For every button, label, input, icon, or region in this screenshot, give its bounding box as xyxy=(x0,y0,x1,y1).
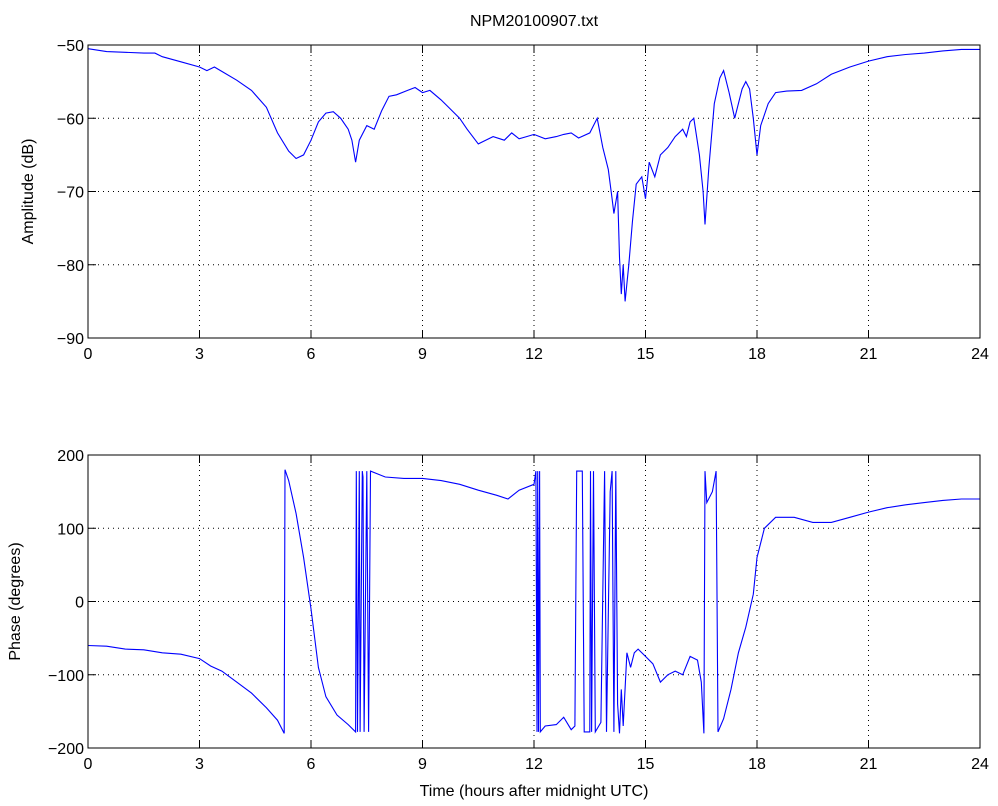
amplitude-x-tick-label: 15 xyxy=(637,346,655,363)
amplitude-x-tick-label: 0 xyxy=(84,346,93,363)
phase-series-line xyxy=(87,469,980,734)
amplitude-x-tick-label: 3 xyxy=(195,346,204,363)
phase-x-tick-label: 0 xyxy=(84,756,93,773)
amplitude-x-tick-label: 9 xyxy=(418,346,427,363)
phase-grid xyxy=(88,455,980,748)
phase-y-tick-label: −100 xyxy=(48,668,84,685)
amplitude-y-tick-label: −90 xyxy=(57,331,84,348)
phase-y-tick-label: 0 xyxy=(75,595,84,612)
phase-x-ticks: 0 3 6 9 12 15 18 21 24 xyxy=(84,455,989,773)
phase-x-axis-label: Time (hours after midnight UTC) xyxy=(420,783,649,800)
phase-x-tick-label: 3 xyxy=(195,756,204,773)
figure-title: NPM20100907.txt xyxy=(470,13,599,30)
amplitude-y-tick-label: −50 xyxy=(57,38,84,55)
amplitude-x-ticks: 0 3 6 9 12 15 18 21 24 xyxy=(84,45,989,363)
phase-x-tick-label: 18 xyxy=(748,756,766,773)
amplitude-y-tick-label: −70 xyxy=(57,185,84,202)
amplitude-series-line xyxy=(87,48,980,302)
amplitude-x-tick-label: 6 xyxy=(307,346,316,363)
phase-y-ticks: −200 −100 0 100 200 xyxy=(48,448,980,758)
amplitude-y-axis-label: Amplitude (dB) xyxy=(20,139,37,245)
amplitude-y-tick-label: −80 xyxy=(57,258,84,275)
amplitude-x-tick-label: 18 xyxy=(748,346,766,363)
phase-x-tick-label: 12 xyxy=(525,756,543,773)
phase-y-tick-label: 200 xyxy=(57,448,84,465)
amplitude-y-ticks: −90 −80 −70 −60 −50 xyxy=(57,38,980,348)
amplitude-grid xyxy=(88,45,980,338)
amplitude-x-tick-label: 12 xyxy=(525,346,543,363)
amplitude-axes-frame xyxy=(87,44,981,339)
phase-x-tick-label: 24 xyxy=(971,756,989,773)
amplitude-y-tick-label: −60 xyxy=(57,111,84,128)
phase-y-tick-label: −200 xyxy=(48,741,84,758)
phase-y-tick-label: 100 xyxy=(57,521,84,538)
phase-axes: 0 3 6 9 12 15 18 21 24 −200 −100 0 100 200 Phase (de… xyxy=(7,448,989,800)
amplitude-axes: 0 3 6 9 12 15 18 21 24 −90 −80 −70 −60 −50 Amplitude… xyxy=(20,38,989,363)
phase-x-tick-label: 9 xyxy=(418,756,427,773)
amplitude-x-tick-label: 21 xyxy=(860,346,878,363)
phase-y-axis-label: Phase (degrees) xyxy=(7,542,24,660)
phase-x-tick-label: 6 xyxy=(307,756,316,773)
phase-axes-frame xyxy=(87,454,981,749)
amplitude-x-tick-label: 24 xyxy=(971,346,989,363)
phase-x-tick-label: 21 xyxy=(860,756,878,773)
phase-x-tick-label: 15 xyxy=(637,756,655,773)
